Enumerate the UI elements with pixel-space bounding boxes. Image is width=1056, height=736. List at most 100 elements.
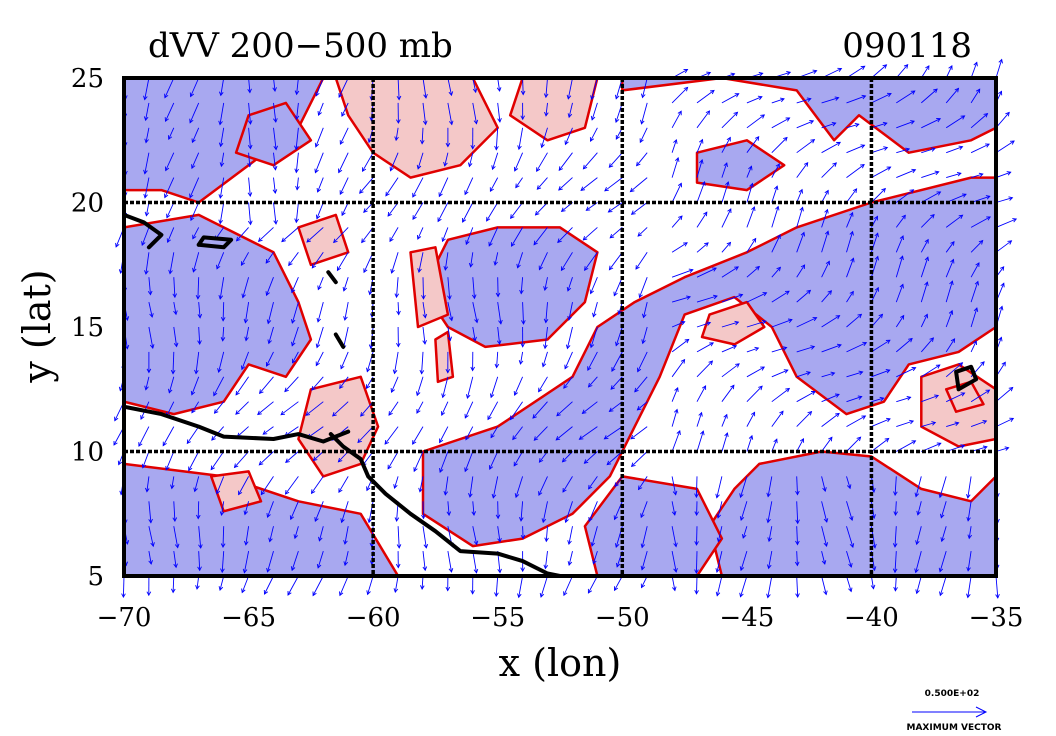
- wind-vector-head: [293, 534, 299, 540]
- wind-vector-shaft: [341, 501, 349, 523]
- wind-vector-202: [336, 252, 349, 272]
- wind-vector-shaft: [671, 551, 677, 572]
- wind-vector-shaft: [248, 152, 251, 167]
- wind-vector-310: [464, 177, 474, 196]
- wind-vector-shaft: [740, 501, 748, 521]
- wind-vector-530: [746, 434, 754, 452]
- wind-vector-shaft: [796, 120, 814, 129]
- wind-vector-720: [970, 419, 988, 428]
- wind-vector-322: [487, 401, 499, 421]
- wind-vector-294: [470, 575, 475, 595]
- wind-vector-387: [564, 351, 573, 370]
- wind-vector-head: [835, 315, 841, 320]
- wind-vector-head: [785, 387, 791, 393]
- wind-vector-shaft: [920, 257, 929, 278]
- coastline-1: [196, 235, 234, 250]
- wind-vector-head: [314, 517, 319, 522]
- wind-vector-shaft: [846, 164, 865, 178]
- wind-vector-shaft: [696, 342, 714, 353]
- wind-vector-head: [357, 438, 362, 444]
- wind-vector-head: [416, 409, 421, 414]
- wind-vector-head: [257, 410, 262, 416]
- wind-vector-head: [761, 319, 767, 325]
- wind-vector-665: [895, 214, 906, 228]
- wind-vector-shaft: [497, 302, 502, 324]
- wind-vector-head: [758, 72, 764, 77]
- wind-vector-head: [361, 238, 366, 244]
- wind-vector-710: [946, 145, 964, 154]
- wind-vector-shaft: [636, 152, 648, 166]
- wind-vector-469: [671, 387, 679, 402]
- wind-vector-head: [117, 460, 123, 466]
- wind-vector-shaft: [218, 351, 225, 373]
- wind-vector-shaft: [871, 397, 884, 403]
- wind-vector-shaft: [746, 166, 752, 178]
- wind-vector-shaft: [696, 139, 703, 153]
- wind-vector-shaft: [168, 127, 175, 140]
- wind-vector-shaft: [421, 127, 424, 144]
- wind-vector-270: [419, 127, 425, 145]
- wind-vector-99: [218, 202, 225, 225]
- wind-vector-shaft: [630, 177, 648, 192]
- wind-vector-head: [340, 518, 345, 524]
- wind-vector-574: [796, 391, 816, 403]
- wind-vector-head: [748, 165, 753, 171]
- wind-vector-shaft: [846, 258, 854, 278]
- wind-vector-404: [583, 451, 598, 464]
- wind-vector-head: [144, 385, 149, 391]
- wind-vector-552: [771, 410, 784, 427]
- x-tick-label: −70: [97, 603, 152, 633]
- wind-vector-shaft: [771, 137, 788, 154]
- wind-vector-head: [173, 342, 179, 348]
- wind-vector-head: [803, 161, 809, 167]
- wind-vector-head: [439, 468, 444, 473]
- wind-vector-shaft: [721, 266, 739, 278]
- wind-vector-head: [856, 436, 862, 442]
- wind-vector-head: [532, 414, 537, 419]
- wind-vector-279: [439, 426, 449, 444]
- wind-vector-shaft: [422, 326, 426, 344]
- negative-region-2: [124, 213, 313, 416]
- wind-vector-123: [247, 127, 253, 150]
- wind-vector-shaft: [243, 551, 250, 573]
- wind-vector-head: [584, 266, 589, 271]
- wind-vector-head: [470, 366, 475, 372]
- wind-vector-207: [339, 127, 349, 145]
- wind-vector-head: [637, 232, 643, 237]
- wind-vector-shaft: [771, 117, 790, 129]
- wind-vector-head: [315, 91, 320, 97]
- wind-vector-head: [925, 65, 930, 70]
- positive-region-4: [434, 330, 455, 384]
- wind-vector-385: [556, 401, 573, 417]
- wind-vector-shaft: [796, 290, 811, 303]
- wind-vector-shaft: [165, 102, 175, 122]
- wind-vector-head: [773, 185, 779, 191]
- wind-vector-shaft: [609, 227, 623, 239]
- wind-vector-193: [338, 476, 349, 494]
- wind-vector-518: [721, 208, 732, 228]
- wind-vector-733: [970, 88, 981, 104]
- wind-vector-shaft: [518, 127, 524, 150]
- wind-vector-478: [671, 157, 680, 178]
- wind-vector-666: [896, 189, 915, 203]
- wind-vector-108: [243, 501, 250, 516]
- wind-vector-483: [694, 575, 699, 595]
- wind-vector-shaft: [917, 501, 922, 515]
- wind-vector-head: [683, 242, 688, 247]
- wind-vector-shaft: [244, 501, 250, 515]
- wind-vector-shaft: [721, 363, 740, 378]
- wind-vector-head: [892, 568, 898, 574]
- y-tick-label: 10: [71, 438, 104, 468]
- wind-vector-head: [615, 341, 620, 347]
- wind-vector-563: [771, 136, 788, 154]
- wind-vector-31: [148, 326, 155, 350]
- wind-vector-711: [945, 115, 966, 129]
- wind-vector-shaft: [671, 139, 677, 153]
- wind-vector-shaft: [945, 88, 959, 104]
- wind-vector-shaft: [148, 326, 154, 349]
- wind-vector-head: [268, 537, 273, 543]
- wind-vector-head: [700, 430, 705, 436]
- wind-vector-263: [422, 302, 428, 319]
- wind-vector-head: [1008, 386, 1014, 392]
- wind-vector-head: [170, 484, 175, 490]
